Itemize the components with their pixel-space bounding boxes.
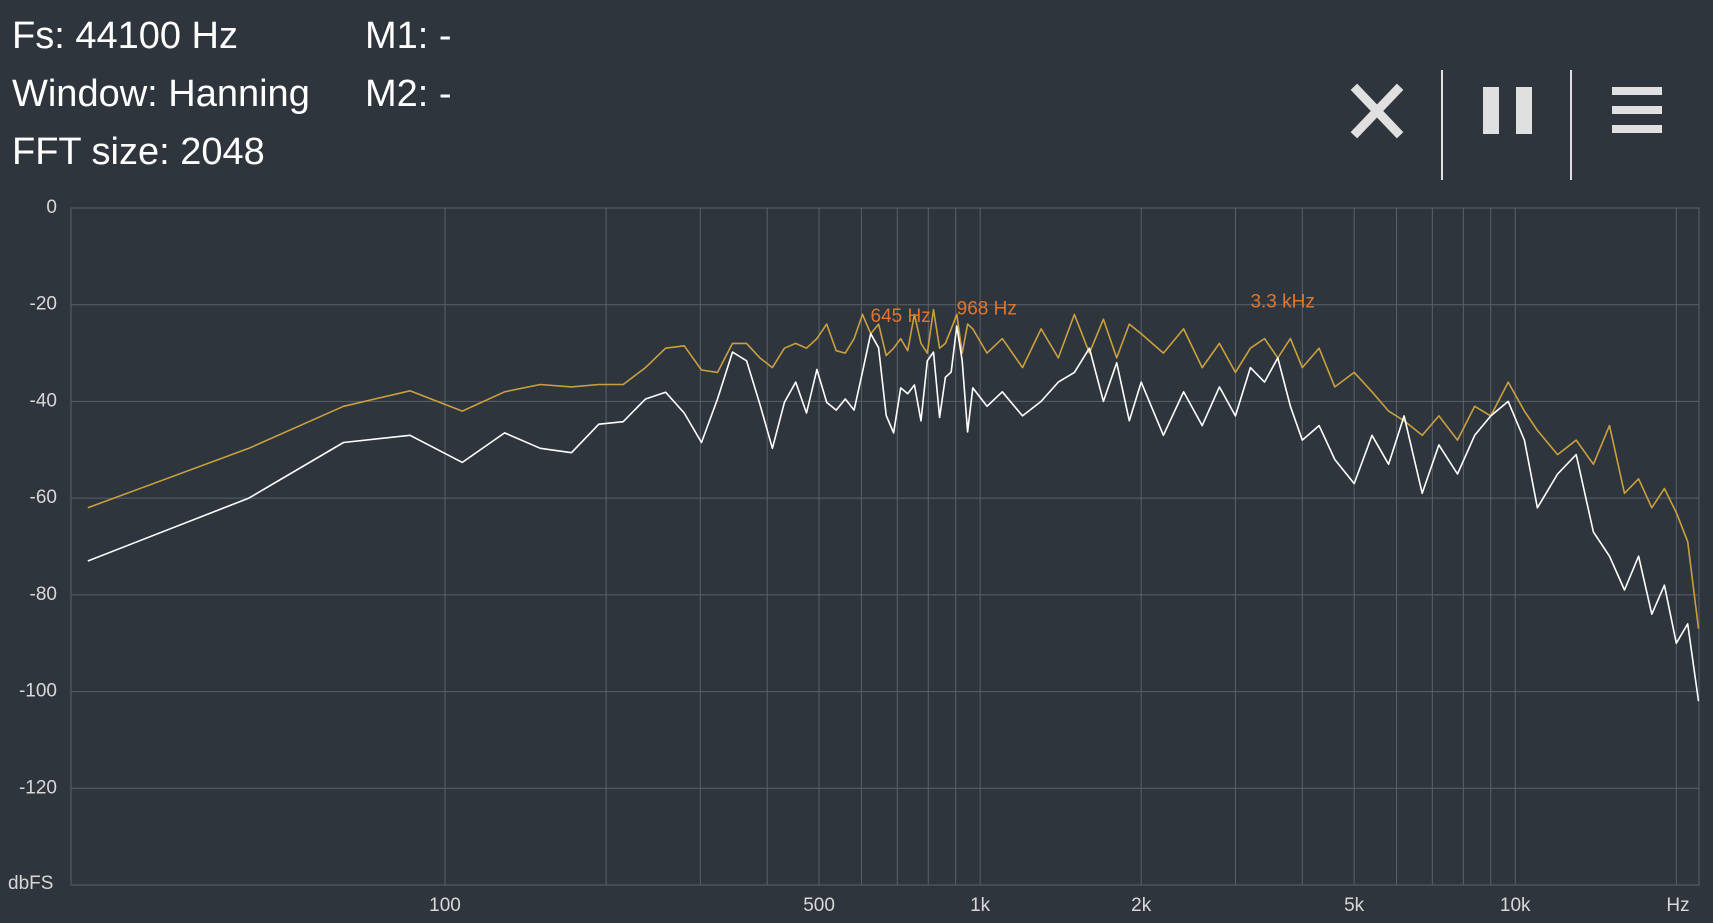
y-axis-label: dbFS bbox=[8, 873, 53, 894]
fs-info: Fs: 44100 Hz bbox=[12, 15, 238, 57]
pause-button[interactable] bbox=[1483, 87, 1532, 134]
marker-1: M1: - bbox=[365, 15, 452, 57]
y-tick-label: -40 bbox=[30, 390, 57, 411]
x-axis-label: Hz bbox=[1666, 895, 1689, 916]
y-tick-label: -20 bbox=[30, 294, 57, 315]
y-tick-label: -60 bbox=[30, 487, 57, 508]
peak-label: 968 Hz bbox=[957, 299, 1017, 320]
x-tick-label: 100 bbox=[429, 895, 461, 916]
spectrum-line bbox=[87, 325, 1700, 702]
marker-2: M2: - bbox=[365, 73, 452, 115]
close-button[interactable] bbox=[1350, 83, 1404, 139]
menu-icon bbox=[1612, 125, 1662, 133]
x-tick-label: 500 bbox=[803, 895, 835, 916]
menu-icon bbox=[1612, 87, 1662, 95]
spectrum-line bbox=[87, 308, 1700, 629]
pause-icon bbox=[1516, 87, 1532, 134]
x-tick-label: 5k bbox=[1344, 895, 1365, 916]
menu-icon bbox=[1612, 106, 1662, 114]
pause-icon bbox=[1483, 87, 1499, 134]
window-info: Window: Hanning bbox=[12, 73, 310, 115]
y-tick-label: -80 bbox=[30, 584, 57, 605]
x-tick-label: 2k bbox=[1131, 895, 1152, 916]
x-tick-label: 1k bbox=[970, 895, 991, 916]
peak-label: 3.3 kHz bbox=[1250, 291, 1314, 312]
menu-button[interactable] bbox=[1612, 87, 1662, 133]
x-tick-label: 10k bbox=[1500, 895, 1531, 916]
y-tick-label: -100 bbox=[19, 681, 57, 702]
close-icon bbox=[1350, 83, 1404, 139]
peak-label: 645 Hz bbox=[871, 306, 931, 327]
fft-info: FFT size: 2048 bbox=[12, 131, 265, 173]
plot: 0 -20 -40 -60 -80 -100 -120 100 500 1k 2k 5k 10k Hz db… bbox=[8, 197, 1700, 916]
y-tick-label: 0 bbox=[46, 197, 57, 218]
y-tick-label: -120 bbox=[19, 777, 57, 798]
